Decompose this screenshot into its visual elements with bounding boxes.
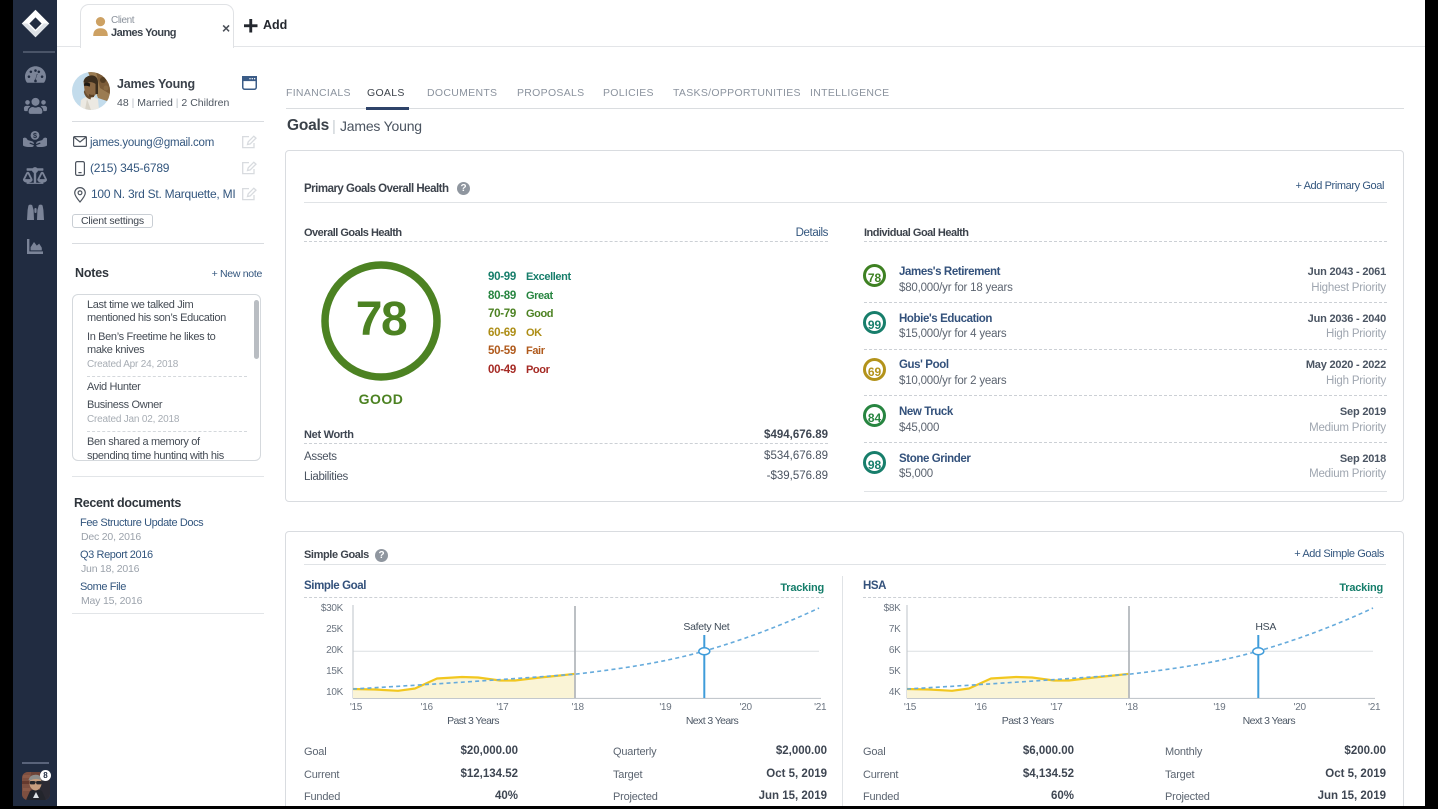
svg-text:$: $ — [33, 131, 37, 140]
